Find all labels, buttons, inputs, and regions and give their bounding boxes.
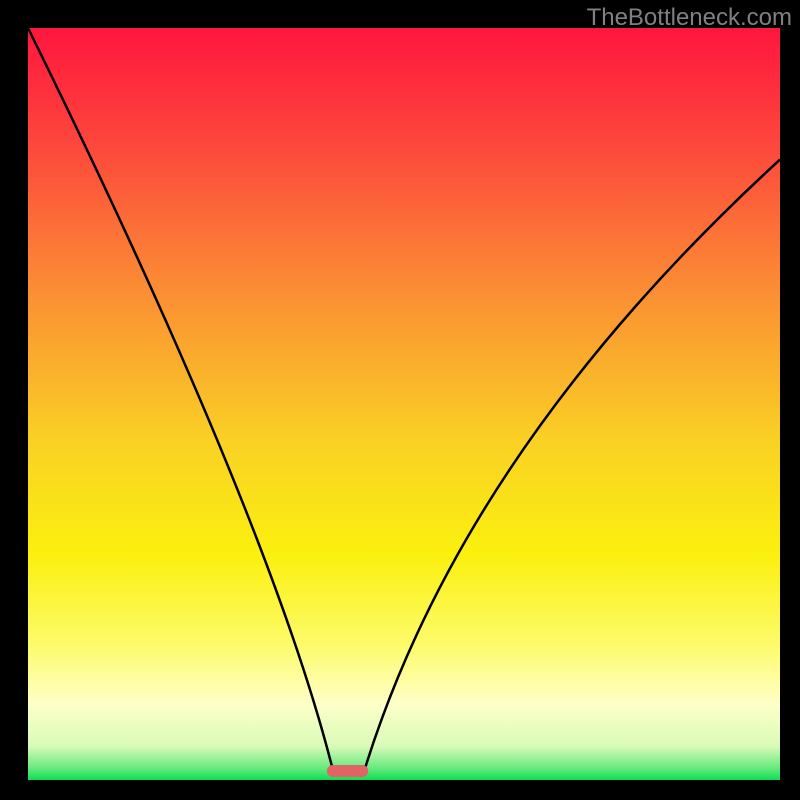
bottleneck-marker: [327, 765, 368, 777]
chart-container: TheBottleneck.com: [0, 0, 800, 800]
curve-overlay: [0, 0, 800, 800]
left-curve: [28, 28, 333, 769]
right-curve: [365, 160, 780, 769]
watermark-text: TheBottleneck.com: [587, 4, 792, 32]
